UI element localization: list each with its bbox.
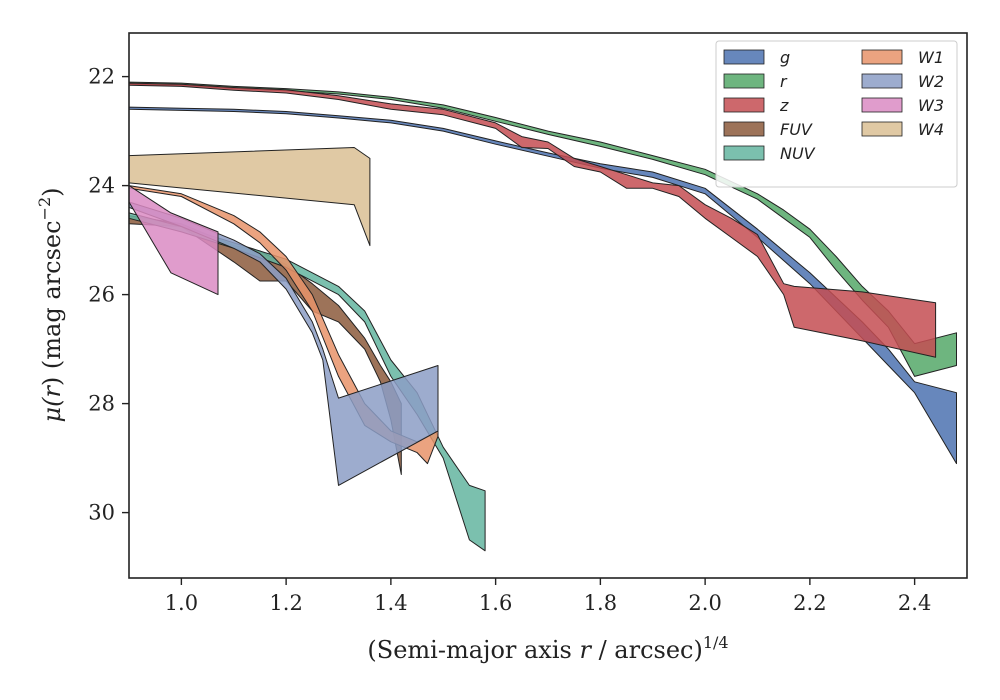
legend-label-NUV: NUV: [780, 144, 816, 163]
legend-label-W1: W1: [918, 48, 944, 67]
x-tick-label: 1.4: [374, 591, 407, 615]
legend-swatch-NUV: [723, 145, 765, 161]
band-g: [128, 106, 957, 465]
x-tick-label: 1.8: [584, 591, 617, 615]
band-W2: [128, 201, 439, 486]
x-tick-label: 1.0: [165, 591, 198, 615]
x-tick-label: 1.6: [479, 591, 512, 615]
y-axis-label: μ(r) (mag arcsec−2): [35, 187, 66, 422]
legend-label-FUV: FUV: [780, 120, 813, 139]
x-tick-label: 1.2: [269, 591, 302, 615]
legend-label-r: r: [780, 72, 788, 91]
band-NUV: [128, 212, 486, 552]
y-axis: 22 24 26 28 30: [88, 65, 129, 525]
profile-bands: [128, 81, 957, 552]
band-W3: [128, 185, 219, 296]
legend-swatch-r: [723, 73, 765, 89]
legend-label-z: z: [779, 96, 789, 115]
x-tick-label: 2.0: [688, 591, 721, 615]
y-tick-label: 22: [88, 65, 115, 89]
x-tick-label: 2.4: [898, 591, 931, 615]
y-tick-label: 26: [88, 283, 115, 307]
plot-frame: [128, 32, 968, 579]
legend-swatch-W2: [861, 73, 903, 89]
y-tick-label: 24: [88, 174, 115, 198]
y-tick-label: 30: [88, 501, 115, 525]
band-r: [128, 81, 957, 377]
legend-label-W3: W3: [918, 96, 944, 115]
band-W1: [128, 185, 439, 465]
legend-swatch-W4: [861, 121, 903, 137]
legend-swatch-W1: [861, 49, 903, 65]
legend-label-g: g: [780, 48, 790, 67]
legend-label-W4: W4: [918, 120, 944, 139]
legend-swatch-FUV: [723, 121, 765, 137]
y-tick-label: 28: [88, 392, 115, 416]
legend-swatch-g: [723, 49, 765, 65]
x-axis-label: (Semi-major axis r / arcsec)1/4: [367, 633, 728, 664]
legend: grz FUV NUV W1 W2 W3 W4: [715, 40, 958, 188]
band-z: [128, 82, 937, 358]
x-tick-label: 2.2: [793, 591, 826, 615]
x-axis: 1.0 1.2 1.4 1.6 1.8 2.0 2.2 2.4: [165, 578, 931, 615]
legend-label-W2: W2: [918, 72, 944, 91]
legend-swatch-W3: [861, 97, 903, 113]
legend-swatch-z: [723, 97, 765, 113]
